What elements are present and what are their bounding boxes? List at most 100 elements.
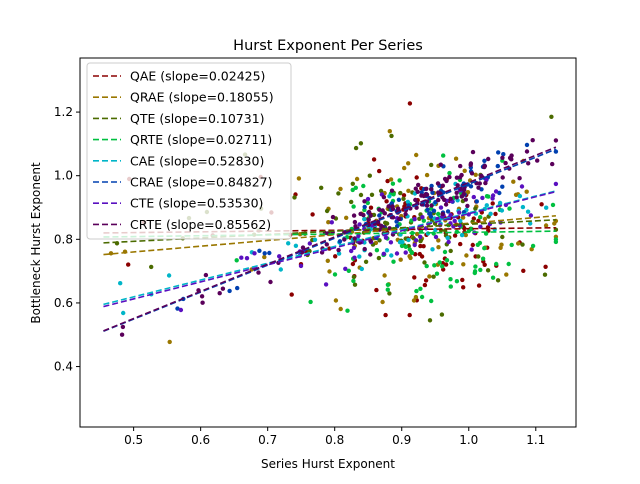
data-point (323, 282, 329, 287)
fit-line-6 (103, 190, 557, 308)
legend-label: CRTE (slope=0.85562) (130, 217, 271, 232)
data-point (367, 173, 372, 178)
data-point (519, 184, 525, 189)
data-point (444, 258, 450, 263)
data-point (517, 176, 522, 181)
data-point (166, 273, 172, 278)
data-point (415, 231, 420, 237)
fit-line-1 (103, 214, 556, 256)
data-point (397, 216, 402, 222)
data-point (461, 262, 466, 267)
data-point (349, 248, 354, 254)
data-point (448, 277, 453, 282)
data-point (149, 264, 154, 270)
data-point (472, 270, 477, 276)
data-point (418, 237, 424, 243)
data-point (524, 149, 530, 154)
data-point (324, 208, 330, 214)
data-point (344, 215, 349, 220)
data-point (365, 200, 370, 206)
data-point (387, 291, 392, 296)
x-tick-label: 0.8 (325, 433, 344, 447)
data-point (452, 233, 458, 238)
legend-label: CTE (slope=0.53530) (130, 196, 263, 211)
data-point (108, 251, 114, 256)
data-point (449, 260, 454, 266)
data-point (432, 263, 437, 268)
data-point (468, 184, 474, 189)
data-point (403, 250, 408, 255)
data-point (530, 243, 536, 249)
data-point (471, 194, 476, 200)
data-point (460, 277, 465, 283)
data-point (528, 221, 533, 226)
data-point (436, 211, 441, 217)
data-point (408, 255, 413, 261)
axes: 0.5 0.6 0.7 0.8 0.9 1.0 1.1 0.4 0.6 0.8 1.0 1.2 (54, 57, 577, 447)
regression-lines (103, 146, 557, 333)
data-point (500, 175, 505, 180)
data-point (362, 199, 367, 204)
data-point (417, 251, 422, 257)
data-point (448, 284, 453, 289)
data-point (332, 272, 338, 277)
data-point (496, 150, 501, 155)
data-point (461, 191, 466, 197)
fit-line-7 (103, 146, 557, 332)
data-point (414, 175, 419, 180)
data-point (414, 288, 419, 294)
data-point (119, 332, 125, 337)
data-point (351, 204, 356, 209)
data-point (382, 273, 387, 278)
data-point (482, 216, 488, 222)
data-point (469, 171, 475, 176)
data-point (482, 164, 487, 170)
data-point (277, 254, 282, 259)
data-point (440, 211, 445, 217)
data-point (413, 197, 418, 203)
data-point (199, 294, 205, 299)
data-point (419, 294, 425, 300)
data-point (424, 186, 429, 191)
data-point (464, 253, 469, 258)
data-point (501, 152, 506, 157)
x-axis-label: Series Hurst Exponent (261, 457, 395, 471)
data-point (268, 279, 273, 285)
data-point (422, 260, 427, 265)
x-tick-label: 0.6 (191, 433, 210, 447)
data-point (354, 176, 360, 182)
data-point (414, 205, 419, 210)
data-point (414, 152, 419, 158)
data-point (256, 270, 261, 275)
data-point (336, 247, 341, 253)
data-point (494, 261, 499, 267)
data-point (493, 211, 498, 217)
data-point (447, 170, 452, 176)
data-point (352, 236, 357, 241)
data-point (524, 189, 529, 194)
data-point (440, 195, 445, 200)
data-point (324, 242, 329, 247)
data-point (389, 188, 395, 193)
data-point (386, 204, 391, 209)
data-point (262, 251, 267, 256)
data-point (252, 251, 257, 256)
data-point (371, 212, 377, 218)
data-point (356, 233, 361, 239)
data-point (508, 156, 513, 161)
y-axis-label: Bottleneck Hurst Exponent (29, 162, 43, 324)
data-point (388, 177, 394, 182)
data-point (463, 232, 468, 238)
data-point (167, 339, 172, 345)
data-point (366, 209, 372, 215)
data-point (342, 237, 347, 242)
data-point (358, 192, 364, 198)
data-point (530, 138, 535, 143)
legend-label: QAE (slope=0.02425) (130, 69, 265, 84)
data-point (542, 272, 548, 277)
data-point (427, 274, 432, 279)
data-point (500, 234, 505, 240)
data-point (357, 222, 362, 227)
data-point (458, 163, 463, 169)
data-point (448, 248, 453, 254)
